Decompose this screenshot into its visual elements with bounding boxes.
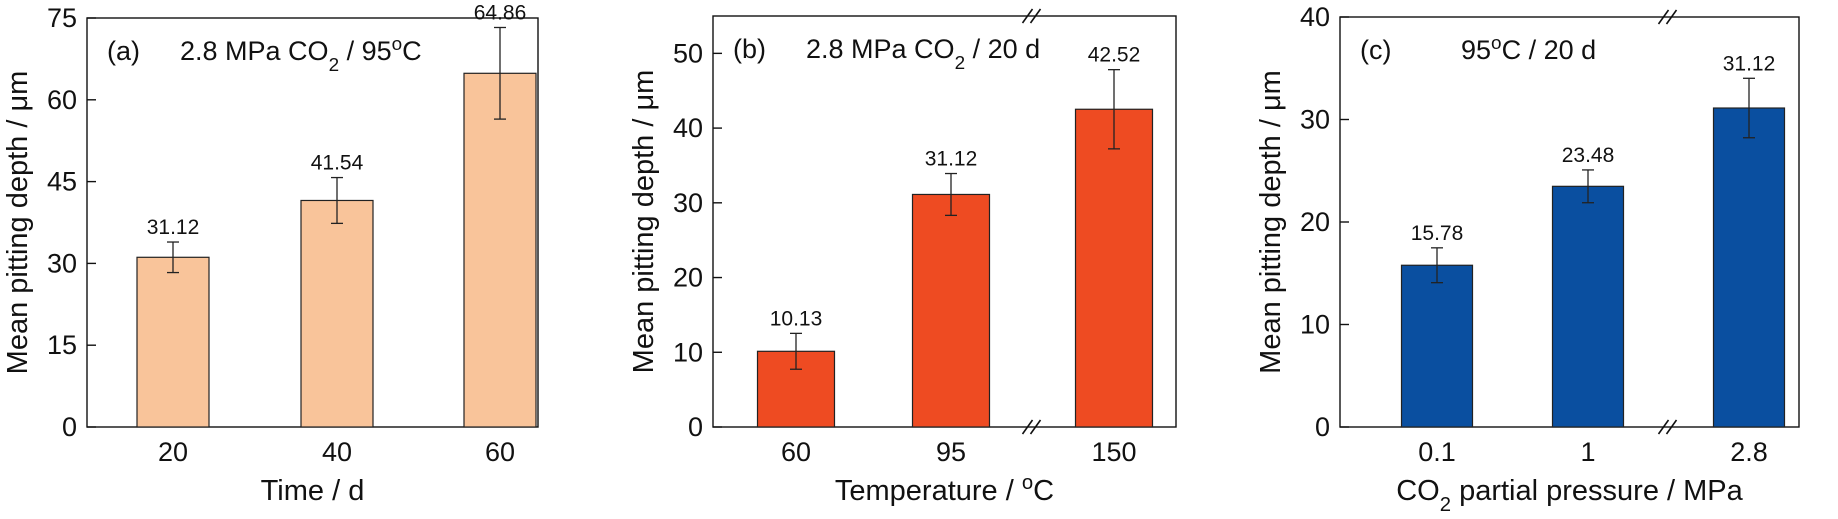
panel-label: (c) (1360, 35, 1391, 65)
panel-a: 0 15 30 45 60 75 20 40 60 31.12 41.54 64.86 (a) 2.8 M… (2, 1, 539, 507)
data-label: 41.54 (311, 152, 364, 175)
bar (1551, 185, 1625, 428)
x-tick-label: 40 (322, 437, 352, 467)
x-tick-label: 150 (1091, 437, 1136, 467)
bar (1712, 107, 1786, 428)
y-tick-label: 0 (62, 412, 77, 442)
y-tick-label: 30 (673, 188, 703, 218)
x-tick-label: 1 (1580, 437, 1595, 467)
chart-title: 2.8 MPa CO2 / 20 d (806, 34, 1040, 74)
y-tick-label: 10 (1300, 310, 1330, 340)
bar (300, 199, 374, 428)
y-tick-label: 10 (673, 337, 703, 367)
bar (1074, 108, 1154, 428)
y-tick-label: 20 (1300, 207, 1330, 237)
bar (911, 193, 991, 428)
x-axis-label: Time / d (261, 475, 365, 507)
x-tick-label: 2.8 (1730, 437, 1768, 467)
chart-title: 95oC / 20 d (1461, 33, 1596, 66)
data-label: 10.13 (770, 307, 823, 330)
bar (463, 72, 537, 428)
y-axis-label: Mean pitting depth / μm (1255, 70, 1287, 374)
x-tick-label: 60 (781, 437, 811, 467)
y-axis-label: Mean pitting depth / μm (628, 70, 660, 374)
y-tick-label: 30 (47, 248, 77, 278)
y-axis-label: Mean pitting depth / μm (2, 71, 34, 375)
data-label: 31.12 (925, 148, 978, 171)
x-tick-label: 0.1 (1418, 437, 1456, 467)
panel-b: 0 10 20 30 40 50 60 95 150 10.13 31.12 42.52 (b) 2.8 … (628, 8, 1177, 507)
y-tick-label: 30 (1300, 105, 1330, 135)
data-label: 42.52 (1088, 44, 1141, 67)
y-tick-label: 0 (688, 412, 703, 442)
data-label: 31.12 (147, 216, 200, 239)
x-tick-label: 20 (158, 437, 188, 467)
x-axis-label: Temperature / oC (835, 472, 1054, 507)
panel-label: (a) (107, 36, 140, 66)
y-tick-label: 15 (47, 330, 77, 360)
data-label: 15.78 (1411, 222, 1464, 245)
bar (136, 256, 210, 428)
x-tick-label: 95 (936, 437, 966, 467)
y-tick-label: 60 (47, 85, 77, 115)
panel-label: (b) (733, 34, 766, 64)
y-tick-label: 40 (1300, 2, 1330, 32)
data-label: 64.86 (474, 1, 527, 24)
y-tick-label: 20 (673, 263, 703, 293)
x-axis-label: CO2 partial pressure / MPa (1396, 475, 1743, 516)
panel-c: 0 10 20 30 40 0.1 1 2.8 15.78 23.48 31.12 (c) 95oC /… (1255, 2, 1800, 516)
y-tick-label: 50 (673, 38, 703, 68)
data-label: 23.48 (1562, 144, 1615, 167)
y-tick-label: 45 (47, 167, 77, 197)
y-tick-label: 75 (47, 3, 77, 33)
data-label: 31.12 (1723, 52, 1776, 75)
y-tick-label: 0 (1315, 412, 1330, 442)
y-tick-label: 40 (673, 113, 703, 143)
x-tick-label: 60 (485, 437, 515, 467)
bar (1400, 264, 1474, 428)
chart-title: 2.8 MPa CO2 / 95oC (180, 34, 422, 76)
